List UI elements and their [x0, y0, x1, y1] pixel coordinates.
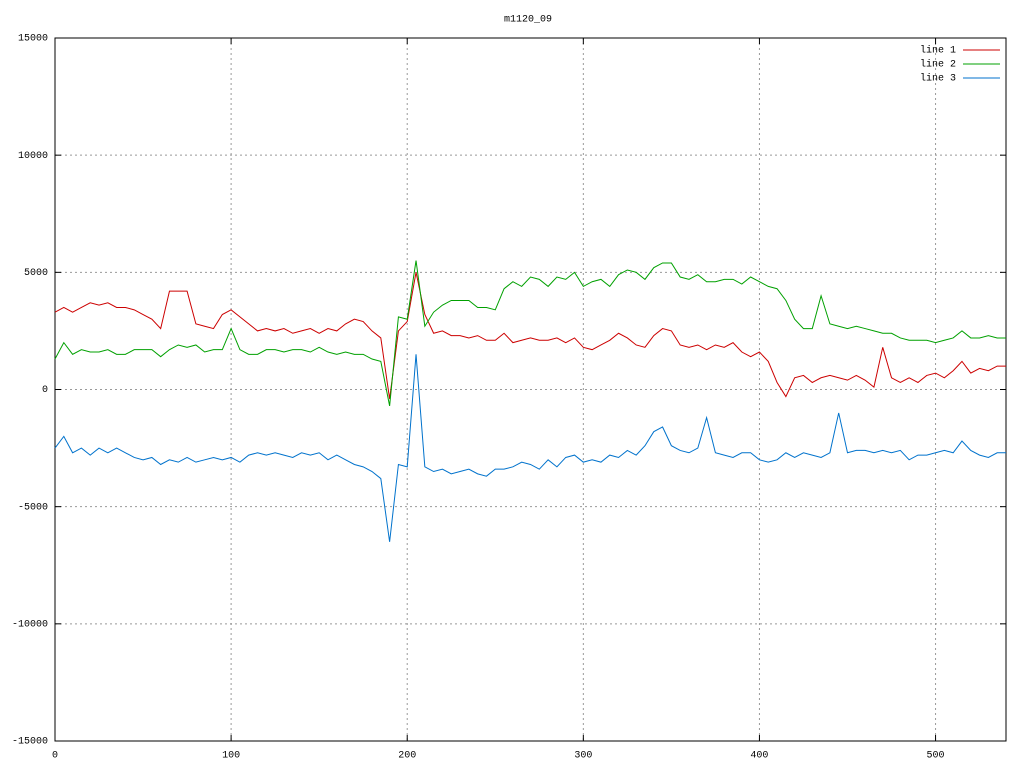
series-line	[54, 260, 1006, 406]
chart-title: m1120_09	[504, 15, 552, 26]
y-tick-label: -5000	[18, 502, 48, 513]
x-tick-label: 200	[398, 751, 416, 762]
legend-label: line 3	[920, 73, 956, 85]
y-tick-label: 10000	[18, 151, 48, 162]
y-tick-label: 5000	[24, 268, 48, 279]
plot-frame	[54, 37, 1007, 742]
series-line	[54, 354, 1006, 542]
x-tick-label: 300	[574, 751, 592, 762]
series-line	[54, 272, 1006, 399]
y-tick-label: -15000	[12, 737, 48, 748]
y-tick-label: -10000	[12, 619, 48, 630]
x-tick-label: 500	[927, 751, 945, 762]
legend-label: line 1	[920, 45, 956, 57]
x-tick-label: 100	[222, 751, 240, 762]
legend-label: line 2	[920, 59, 956, 71]
y-tick-label: 0	[42, 385, 48, 396]
x-tick-label: 400	[750, 751, 768, 762]
x-tick-label: 0	[52, 751, 58, 762]
y-tick-label: 15000	[18, 34, 48, 45]
